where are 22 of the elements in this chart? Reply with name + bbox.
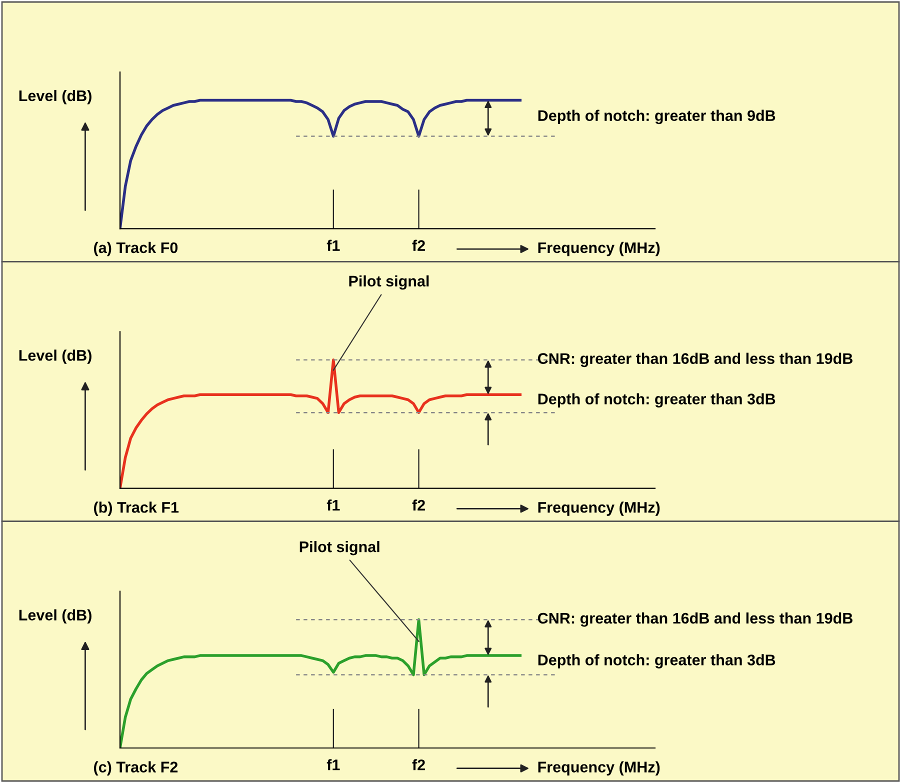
text: (a) Track F0 bbox=[94, 242, 178, 256]
text: Depth of notch: greater than 9dB bbox=[538, 110, 776, 124]
y-axis-title: Level (dB) bbox=[19, 90, 92, 104]
x-axis-title: Frequency (MHz) bbox=[538, 502, 660, 516]
x-axis-title: Frequency (MHz) bbox=[538, 761, 660, 776]
text: Depth of notch: greater than 3dB bbox=[538, 393, 776, 408]
x-tick-label: f1 bbox=[326, 499, 340, 511]
x-tick-label: f2 bbox=[412, 759, 425, 770]
annotation: Pilot signal bbox=[300, 540, 380, 556]
x-tick-label: f2 bbox=[412, 240, 425, 251]
x-axis-title: Frequency (MHz) bbox=[538, 242, 660, 256]
text: (c) Track F2 bbox=[94, 761, 178, 776]
x-tick-label: f1 bbox=[326, 240, 340, 251]
y-axis-title: Level (dB) bbox=[19, 609, 92, 624]
text: CNR: greater than 16dB and less than 19dB bbox=[538, 352, 852, 368]
text: Depth of notch: greater than 3dB bbox=[538, 654, 776, 668]
x-tick-label: f1 bbox=[326, 759, 340, 770]
text: (b) Track F1 bbox=[94, 502, 179, 516]
x-tick-label: f2 bbox=[412, 499, 425, 511]
annotation: Pilot signal bbox=[349, 275, 429, 290]
y-axis-title: Level (dB) bbox=[19, 350, 92, 364]
text: CNR: greater than 16dB and less than 19dB bbox=[538, 612, 852, 627]
